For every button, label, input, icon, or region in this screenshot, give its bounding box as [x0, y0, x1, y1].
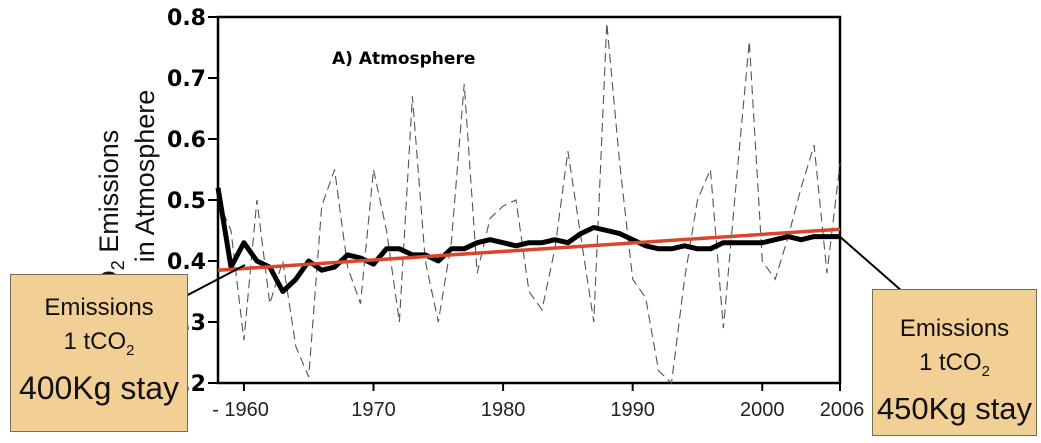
- panel-title: A) Atmosphere: [332, 49, 475, 69]
- callout-right: Emissions 1 tCO2 450Kg stay: [872, 289, 1037, 436]
- callout-left-line3: 400Kg stay: [18, 369, 180, 406]
- y-tick-label: 0.8: [167, 6, 206, 31]
- callout-right-line3: 450Kg stay: [876, 390, 1033, 426]
- callout-right-line1: Emissions: [899, 315, 1010, 342]
- callout-left-line1: Emissions: [44, 294, 154, 321]
- y-axis-label-line2: in Atmosphere: [130, 90, 160, 263]
- x-tick-label: 1990: [610, 399, 655, 421]
- x-tick-label: 2006: [820, 399, 865, 421]
- series-annual-dashed-line: [217, 23, 841, 385]
- callout-right-pointer: [837, 234, 904, 293]
- callout-left-pointer: [181, 264, 246, 299]
- x-tick-label: 1970: [351, 399, 396, 421]
- x-tick-label: - 1960: [212, 399, 269, 421]
- plot-frame: [216, 15, 842, 385]
- x-axis: - 1960 1970 1980 1990 2000 2006: [212, 383, 864, 421]
- callout-left-line2: 1 tCO2: [63, 328, 135, 359]
- y-tick-label: 0.5: [167, 189, 206, 214]
- x-tick-label: 2000: [740, 399, 785, 421]
- series-trend-line: [217, 227, 841, 272]
- y-tick-label: 0.6: [167, 128, 206, 153]
- series-smoothed-thick-line: [215, 187, 840, 294]
- callout-right-line2: 1 tCO2: [918, 349, 991, 380]
- y-tick-label: 0.7: [167, 67, 206, 92]
- series-layer: [215, 23, 841, 385]
- x-tick-label: 1980: [481, 399, 526, 421]
- callout-left: Emissions 1 tCO2 400Kg stay: [10, 274, 188, 432]
- y-tick-label: 0.4: [167, 250, 206, 275]
